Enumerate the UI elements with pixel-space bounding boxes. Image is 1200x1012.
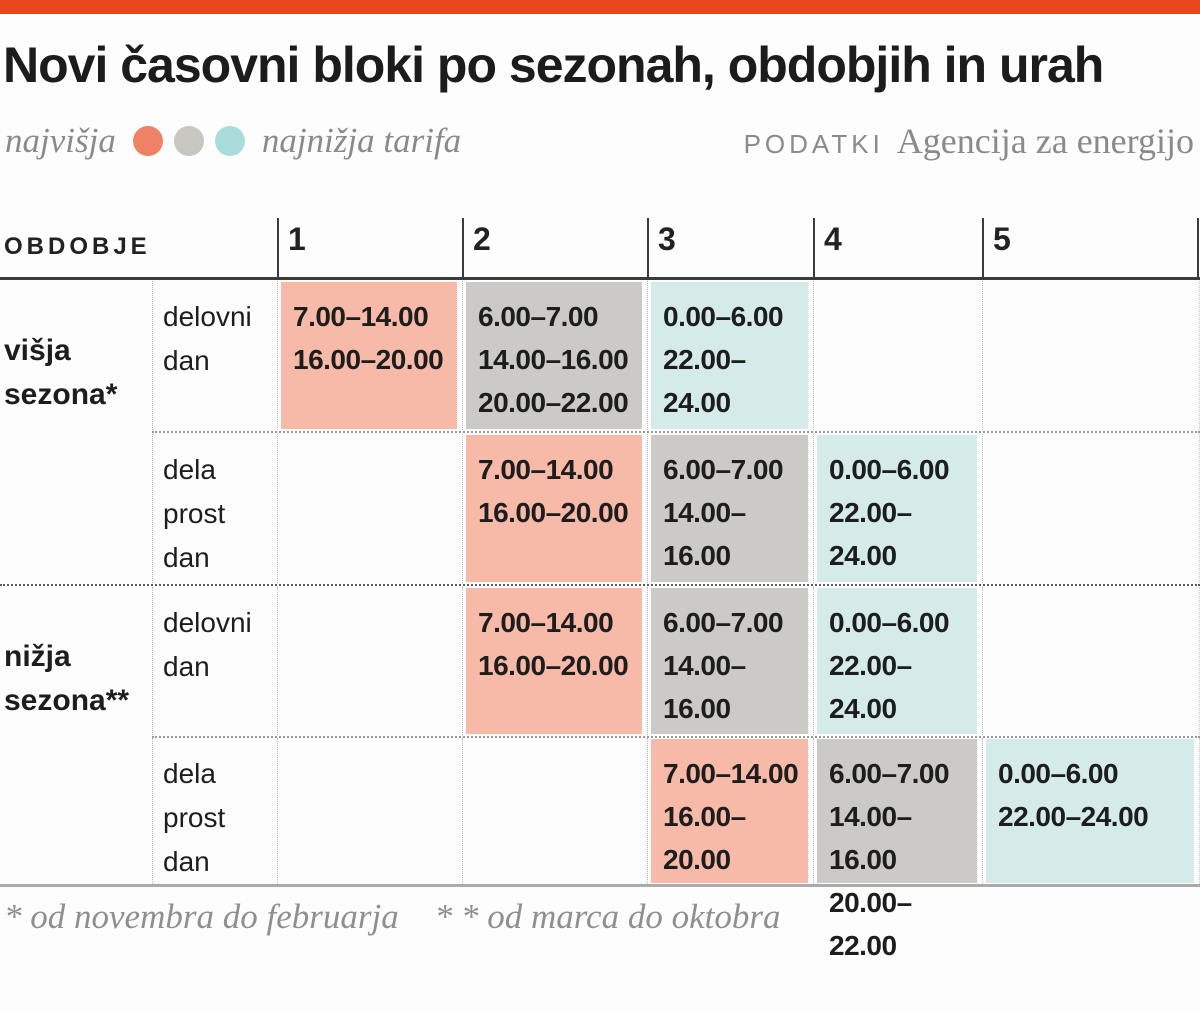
- cell-block-1: [277, 434, 462, 583]
- low-tariff-cell: 0.00–6.00 22.00–24.00: [817, 435, 977, 582]
- cell-block-4: 0.00–6.00 22.00–24.00: [813, 434, 982, 583]
- cell-block-5: [982, 434, 1200, 583]
- cell-block-4: 0.00–6.00 22.00–24.00: [813, 587, 982, 735]
- mid-tariff-cell: 6.00–7.00 14.00–16.00 20.00–22.00: [651, 435, 808, 657]
- table-bottom-line: [0, 884, 1200, 887]
- low-tariff-cell: 0.00–6.00 22.00–24.00: [986, 739, 1194, 883]
- header-divider-line: [0, 277, 1200, 280]
- high-tariff-cell: 7.00–14.00 16.00–20.00: [281, 282, 457, 429]
- row-divider-dotted: [152, 736, 1200, 738]
- column-header-block-4: 4: [813, 218, 982, 277]
- table-row-nizja-prost: dela prost dan 7.00–14.00 16.00–20.00 6.…: [0, 738, 1200, 961]
- column-header-block-3: 3: [647, 218, 813, 277]
- legend-row: najvišja najnižja tarifa PODATKI Agencij…: [5, 118, 1194, 164]
- cell-block-3: 7.00–14.00 16.00–20.00: [647, 738, 813, 884]
- cell-block-3: 6.00–7.00 14.00–16.00 20.00–22.00: [647, 434, 813, 657]
- footnote-low-season: * * od marca do oktobra: [434, 897, 781, 936]
- season-divider-dotted: [0, 584, 1200, 586]
- high-tariff-cell: 7.00–14.00 16.00–20.00: [466, 588, 642, 734]
- high-tariff-cell: 7.00–14.00 16.00–20.00: [466, 435, 642, 582]
- cell-block-2: [462, 738, 647, 884]
- low-tariff-cell: 0.00–6.00 22.00–24.00: [817, 588, 977, 734]
- high-tariff-cell: 7.00–14.00 16.00–20.00: [651, 739, 808, 883]
- cell-block-1: [277, 587, 462, 735]
- footnote-high-season: * od novembra do februarja: [4, 897, 399, 936]
- cell-block-3: 6.00–7.00 14.00–16.00 20.00–22.00: [647, 587, 813, 810]
- cell-block-5: [982, 587, 1200, 735]
- legend-lowest-label: najnižja tarifa: [261, 121, 462, 160]
- header-right-tick: [1197, 218, 1199, 277]
- column-header-block-1: 1: [277, 218, 462, 277]
- cell-block-2: 7.00–14.00 16.00–20.00: [462, 587, 647, 735]
- day-type-label: delovni dan: [152, 587, 277, 735]
- cell-block-2: 7.00–14.00 16.00–20.00: [462, 434, 647, 583]
- source-value: Agencija za energijo: [896, 121, 1194, 161]
- cell-block-1: [277, 738, 462, 884]
- day-type-label: dela prost dan: [152, 738, 277, 884]
- cell-block-4: 6.00–7.00 14.00–16.00 20.00–22.00: [813, 738, 982, 961]
- table-row-nizja-delovni: nižja sezona** delovni dan 7.00–14.00 16…: [0, 587, 1200, 810]
- legend-highest-label: najvišja: [5, 121, 116, 160]
- row-divider-dotted: [152, 431, 1200, 433]
- tariff-legend: najvišja najnižja tarifa: [5, 121, 461, 161]
- season-label: [0, 434, 152, 583]
- low-tariff-dot-icon: [214, 126, 245, 156]
- mid-tariff-dot-icon: [173, 126, 204, 156]
- season-label: nižja sezona**: [4, 640, 130, 717]
- table-header-row: OBDOBJE 1 2 3 4 5: [0, 218, 1200, 277]
- mid-tariff-cell: 6.00–7.00 14.00–16.00 20.00–22.00: [466, 282, 642, 429]
- table-row-visja-prost: dela prost dan 7.00–14.00 16.00–20.00 6.…: [0, 434, 1200, 657]
- day-type-label: dela prost dan: [152, 434, 277, 583]
- cell-block-3: 0.00–6.00 22.00–24.00: [647, 281, 813, 430]
- data-source: PODATKI Agencija za energijo: [744, 120, 1194, 162]
- day-type-label: delovni dan: [152, 281, 277, 430]
- source-label: PODATKI: [743, 129, 884, 159]
- cell-block-2: 6.00–7.00 14.00–16.00 20.00–22.00: [462, 281, 647, 430]
- column-header-block-2: 2: [462, 218, 647, 277]
- season-label: višja sezona*: [4, 334, 118, 411]
- cell-block-1: 7.00–14.00 16.00–20.00: [277, 281, 462, 430]
- mid-tariff-cell: 6.00–7.00 14.00–16.00 20.00–22.00: [651, 588, 808, 810]
- table-row-visja-delovni: višja sezona* delovni dan 7.00–14.00 16.…: [0, 281, 1200, 430]
- cell-block-5: 0.00–6.00 22.00–24.00: [982, 738, 1200, 884]
- top-accent-bar: [0, 0, 1200, 14]
- footnotes: * od novembra do februarja * * od marca …: [4, 897, 780, 937]
- season-label: [0, 738, 152, 884]
- high-tariff-dot-icon: [132, 126, 163, 156]
- low-tariff-cell: 0.00–6.00 22.00–24.00: [651, 282, 808, 429]
- cell-block-5: [982, 281, 1200, 430]
- page-title: Novi časovni bloki po sezonah, obdobjih …: [3, 37, 1104, 93]
- mid-tariff-cell: 6.00–7.00 14.00–16.00 20.00–22.00: [817, 739, 977, 961]
- cell-block-4: [813, 281, 982, 430]
- column-header-block-5: 5: [982, 218, 1200, 277]
- column-header-obdobje: OBDOBJE: [4, 233, 151, 260]
